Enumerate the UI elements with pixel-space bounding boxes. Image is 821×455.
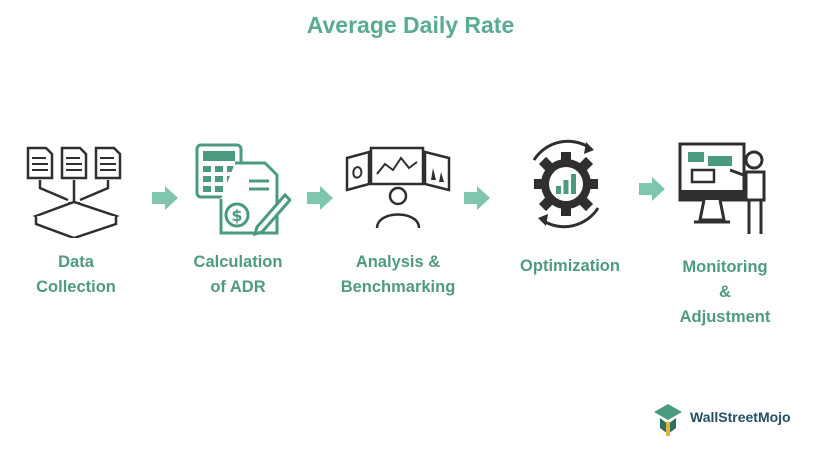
presenter-monitor-icon — [678, 142, 766, 234]
step-label: Calculation of ADR — [193, 253, 283, 296]
calculator-invoice-icon: $ — [195, 143, 291, 237]
gear-chart-icon — [532, 139, 600, 229]
step-label: Optimization — [520, 257, 620, 275]
right-arrow-icon — [152, 186, 178, 210]
wallstreetmojo-logo-icon — [654, 404, 682, 436]
brand-name: WallStreetMojo — [690, 409, 791, 425]
diagram-title: Average Daily Rate — [306, 12, 515, 38]
right-arrow-icon — [639, 177, 665, 201]
analyst-screens-icon — [345, 146, 451, 229]
step-label: Data Collection — [36, 253, 116, 296]
svg-text:$: $ — [231, 206, 242, 225]
right-arrow-icon — [307, 186, 333, 210]
documents-funnel-icon — [26, 146, 122, 238]
step-label: Analysis & Benchmarking — [340, 253, 456, 296]
step-label: Monitoring & Adjustment — [679, 258, 771, 326]
right-arrow-icon — [464, 186, 490, 210]
